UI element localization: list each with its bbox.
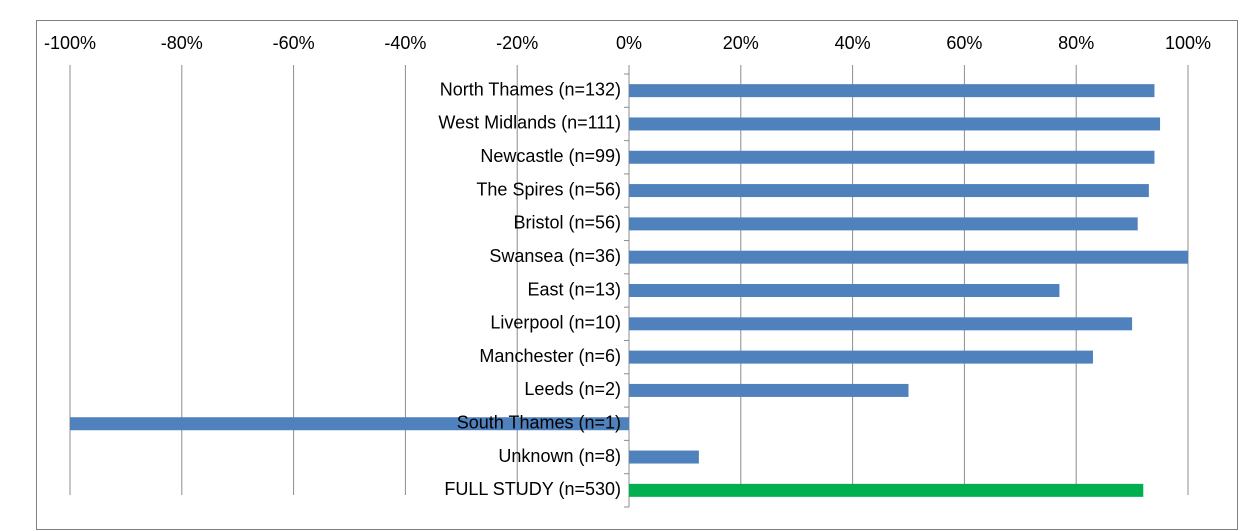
category-label: Unknown (n=8): [498, 446, 621, 466]
bar: [629, 150, 1155, 164]
bar: [629, 350, 1093, 364]
x-tick-label: -20%: [496, 33, 538, 53]
category-label: Bristol (n=56): [513, 213, 621, 233]
bar: [629, 217, 1138, 231]
category-label: FULL STUDY (n=530): [444, 479, 621, 499]
chart-frame: [36, 20, 1238, 530]
category-label: Swansea (n=36): [489, 246, 621, 266]
x-tick-label: -80%: [161, 33, 203, 53]
category-label: South Thames (n=1): [457, 412, 621, 432]
x-tick-label: 0%: [616, 33, 642, 53]
category-label: Liverpool (n=10): [490, 313, 621, 333]
bar: [629, 450, 699, 464]
bar: [629, 284, 1060, 297]
x-tick-label: 60%: [946, 33, 982, 53]
x-tick-label: 100%: [1165, 33, 1211, 53]
bar: [70, 417, 629, 431]
bar: [629, 184, 1149, 198]
category-label: The Spires (n=56): [476, 179, 621, 199]
x-tick-label: -40%: [384, 33, 426, 53]
x-tick-label: 20%: [723, 33, 759, 53]
bar: [629, 483, 1144, 497]
bar: [629, 84, 1155, 98]
category-label: North Thames (n=132): [440, 79, 621, 99]
category-label: Leeds (n=2): [524, 379, 621, 399]
bar: [629, 317, 1133, 331]
bar: [629, 117, 1161, 131]
category-label: Newcastle (n=99): [480, 146, 621, 166]
x-tick-label: -100%: [44, 33, 96, 53]
bar: [629, 250, 1188, 264]
x-tick-label: 80%: [1058, 33, 1094, 53]
x-tick-label: 40%: [835, 33, 871, 53]
bar: [629, 383, 909, 397]
category-label: Manchester (n=6): [479, 346, 621, 366]
category-label: West Midlands (n=111): [438, 113, 621, 133]
x-tick-label: -60%: [273, 33, 315, 53]
category-label: East (n=13): [527, 279, 621, 299]
